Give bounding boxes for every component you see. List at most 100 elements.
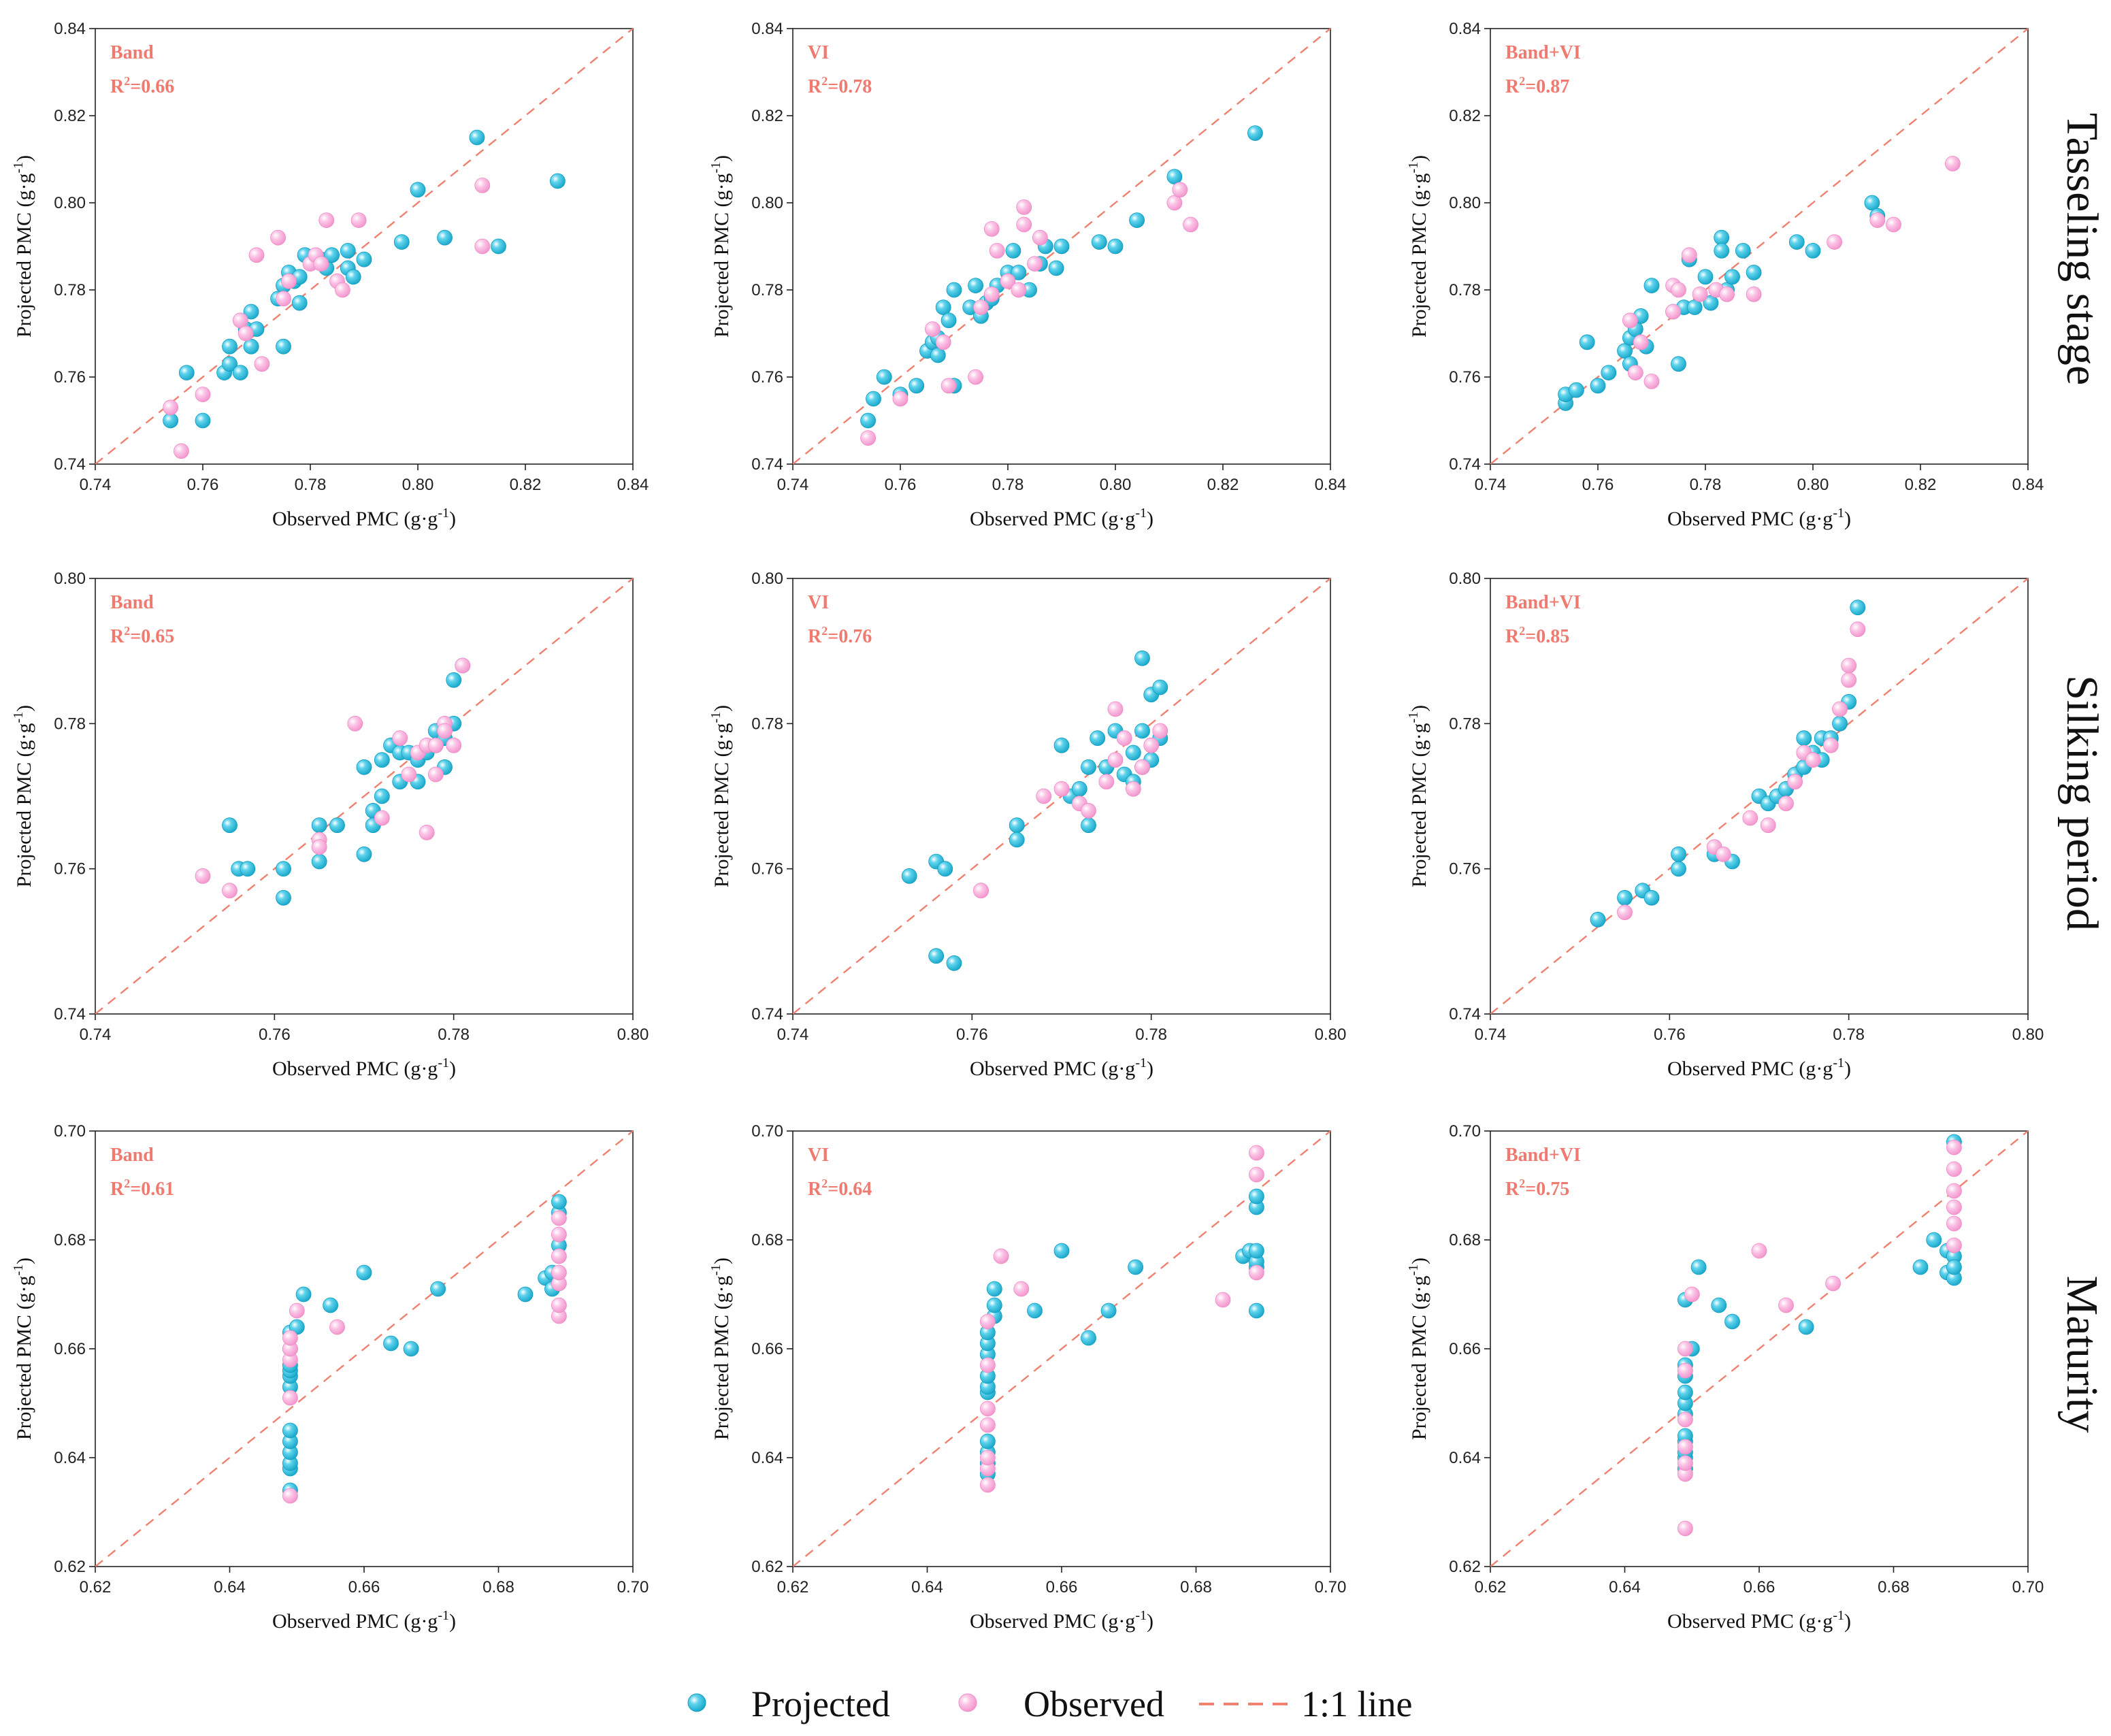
y-tick-label: 0.62 (751, 1558, 783, 1576)
observed-point (1125, 781, 1141, 797)
observed-point (334, 282, 350, 298)
projected-point (1671, 846, 1686, 862)
x-axis-unit-close: ) (1844, 1610, 1851, 1633)
y-axis-label-text: Projected PMC (g·g (1408, 723, 1430, 888)
projected-point (240, 861, 256, 877)
x-axis-label: Observed PMC (g·g-1) (272, 1055, 456, 1080)
scatter-panel: 0.62 0.64 0.66 0.68 0.70 0.62 0.64 0.66 0.68 0.70… (708, 1122, 1346, 1633)
observed-point (1692, 286, 1708, 302)
model-annotation: Band (110, 1145, 154, 1166)
observed-point (318, 212, 335, 229)
y-axis-unit-exponent: -1 (11, 1264, 26, 1276)
observed-point (1152, 723, 1168, 739)
x-axis-label: Observed PMC (g·g-1) (1667, 1608, 1851, 1633)
projected-point (329, 817, 345, 834)
observed-point (1850, 621, 1866, 638)
observed-series (1622, 155, 1961, 389)
x-tick-label: 0.64 (214, 1578, 246, 1596)
legend-projected-marker (687, 1693, 706, 1712)
x-axis-unit-exponent: -1 (438, 506, 449, 521)
projected-point (1832, 715, 1848, 732)
scatter-panel: 0.74 0.76 0.78 0.80 0.82 0.84 0.74 0.76 0.78 0.80… (1406, 20, 2044, 530)
projected-point (324, 247, 340, 263)
y-tick-label: 0.78 (751, 715, 783, 733)
x-tick-label: 0.68 (1180, 1578, 1212, 1596)
observed-point (1081, 802, 1096, 819)
x-tick-label: 0.76 (1582, 476, 1614, 494)
observed-point (1107, 752, 1124, 768)
y-tick-label: 0.66 (751, 1340, 783, 1358)
r2-value: =0.61 (130, 1179, 174, 1200)
observed-series (282, 1210, 567, 1504)
x-tick-label: 0.64 (911, 1578, 943, 1596)
one-to-one-line (95, 28, 634, 465)
observed-point (282, 1488, 298, 1504)
y-axis-label: Projected PMC (g·g-1) (11, 1258, 35, 1440)
y-tick-label: 0.74 (1449, 455, 1481, 474)
projected-point (1134, 650, 1150, 666)
projected-point (1617, 889, 1633, 906)
x-tick-label: 0.66 (1744, 1578, 1775, 1596)
y-tick-label: 0.76 (1449, 860, 1481, 879)
x-axis-label: Observed PMC (g·g-1) (1667, 1055, 1851, 1080)
observed-point (474, 238, 491, 255)
observed-point (311, 839, 327, 855)
x-tick-label: 0.66 (1046, 1578, 1078, 1596)
x-axis-unit-exponent: -1 (1135, 1055, 1147, 1070)
projected-point (1926, 1232, 1942, 1248)
x-tick-label: 0.74 (80, 1026, 112, 1044)
observed-point (1617, 904, 1633, 921)
row-label-text: Maturity (2057, 1276, 2107, 1433)
observed-point (1249, 1264, 1264, 1281)
observed-point (1946, 1161, 1962, 1177)
x-axis-label-text: Observed PMC (g·g (1667, 1610, 1833, 1633)
projected-point (1714, 229, 1730, 246)
x-tick-label: 0.80 (1315, 1026, 1347, 1044)
x-axis-unit-close: ) (449, 508, 456, 530)
y-axis-unit-exponent: -1 (708, 712, 723, 723)
observed-point (1946, 1215, 1962, 1232)
projected-point (1946, 1259, 1962, 1275)
projected-point (356, 846, 372, 862)
y-axis-unit-exponent: -1 (708, 162, 723, 174)
r2-value: =0.85 (1525, 626, 1569, 647)
projected-point (1249, 1303, 1264, 1319)
projected-point (1071, 781, 1087, 797)
projected-point (1590, 378, 1606, 394)
x-tick-label: 0.76 (187, 476, 219, 494)
r2-annotation: R2=0.85 (1505, 624, 1569, 647)
projected-point (1081, 817, 1096, 834)
projected-point (1247, 125, 1263, 142)
row-label-text: Silking period (2057, 675, 2107, 931)
y-tick-label: 0.82 (54, 107, 86, 125)
observed-series (860, 182, 1198, 446)
x-axis-unit-close: ) (1844, 1058, 1851, 1080)
y-tick-label: 0.74 (54, 1005, 86, 1023)
y-axis-unit-close: ) (1408, 155, 1430, 162)
observed-point (1000, 273, 1016, 289)
observed-point (1746, 286, 1762, 302)
x-axis-unit-exponent: -1 (438, 1055, 449, 1070)
y-axis-label-text: Projected PMC (g·g (1408, 1276, 1430, 1441)
projected-point (928, 948, 945, 964)
observed-point (1134, 759, 1150, 775)
r2-value: =0.78 (828, 76, 872, 97)
one-to-one-line (1490, 1130, 2029, 1567)
projected-point (1697, 269, 1714, 285)
x-tick-label: 0.78 (1833, 1026, 1865, 1044)
observed-point (232, 312, 248, 329)
observed-point (1827, 234, 1843, 250)
x-axis-unit-exponent: -1 (438, 1608, 449, 1623)
projected-point (356, 251, 372, 267)
observed-point (551, 1248, 567, 1264)
x-tick-label: 0.74 (80, 476, 112, 494)
y-axis-unit-exponent: -1 (1406, 1264, 1421, 1276)
x-tick-label: 0.80 (1797, 476, 1829, 494)
x-axis-label: Observed PMC (g·g-1) (272, 1608, 456, 1633)
y-axis-label: Projected PMC (g·g-1) (708, 705, 733, 887)
row-label-text: Tasseling stage (2057, 113, 2107, 385)
projected-point (232, 365, 248, 380)
x-tick-label: 0.66 (348, 1578, 380, 1596)
observed-point (374, 810, 390, 826)
observed-point (1665, 304, 1682, 320)
